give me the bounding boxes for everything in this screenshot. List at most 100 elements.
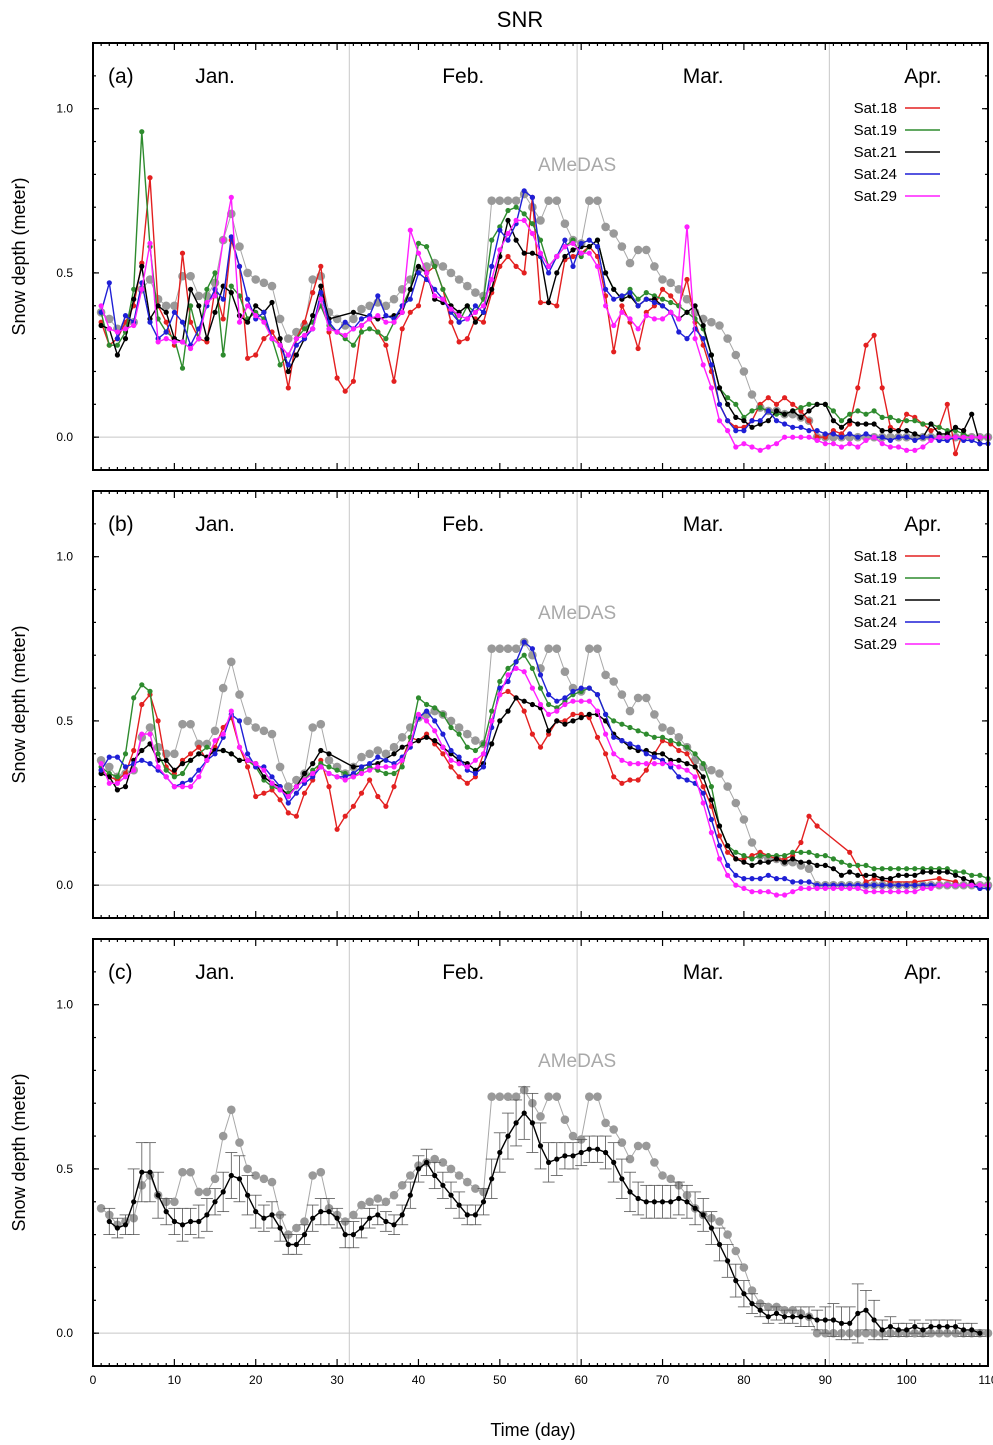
sat-18-point [635, 345, 641, 352]
sat-19-point [521, 652, 527, 658]
amedas-point [406, 1171, 415, 1180]
sat-29-point [643, 761, 649, 767]
sat-18-point [448, 319, 454, 325]
sat-29-point [594, 263, 601, 269]
sat-29-point [570, 240, 576, 246]
sat-21-point [887, 876, 894, 882]
sat-24-point [782, 421, 788, 427]
plot-frame [92, 42, 989, 471]
sat-24-point [725, 418, 731, 424]
amedas-point [666, 1174, 675, 1184]
amedas-point [471, 288, 480, 297]
amedas-point [186, 271, 195, 281]
sat-24-point [228, 234, 234, 240]
sat-19-point [643, 731, 649, 737]
amedas-point [275, 314, 285, 324]
sat-24-point [895, 434, 902, 440]
sat-21-point [879, 428, 885, 434]
sat-21-point [814, 401, 820, 407]
amedas-point [511, 196, 521, 205]
sat-18-point [285, 385, 291, 391]
sat-24-point [358, 764, 365, 770]
x-tick-label: 90 [819, 1373, 833, 1387]
sat-29-point [952, 882, 959, 888]
sat-19-point [961, 869, 967, 875]
sat-29-point [358, 770, 365, 777]
sat-29-point [269, 336, 275, 342]
sat-24-point [586, 237, 592, 243]
sat-18-point [456, 774, 462, 780]
amedas-point [454, 1171, 464, 1180]
sat-24-point [472, 770, 478, 777]
sat-21-point [806, 408, 812, 414]
sat-19-point [415, 240, 422, 246]
amedas-point [227, 657, 236, 667]
mean-point [952, 1324, 959, 1330]
sat-18-point [952, 451, 959, 457]
amedas-point [609, 1125, 618, 1134]
mean-point [708, 1225, 715, 1231]
legend-label: Sat.19 [854, 570, 897, 587]
amedas-point [463, 281, 472, 291]
sat-24-point [432, 718, 438, 724]
amedas-point [723, 334, 732, 343]
amedas-point [633, 1141, 643, 1151]
sat-18-point [814, 823, 820, 829]
sat-21-point [122, 336, 129, 342]
sat-21-point [586, 244, 592, 250]
amedas-point [642, 693, 651, 703]
sat-24-point [830, 431, 837, 437]
x-tick-label: 70 [656, 1373, 670, 1387]
sat-18-point [627, 777, 633, 783]
sat-29-point [269, 780, 275, 786]
sat-29-point [204, 299, 210, 306]
amedas-point [544, 644, 553, 653]
mean-point [171, 1218, 177, 1225]
sat-21-point [692, 303, 698, 309]
sat-21-point [700, 774, 706, 780]
sat-29-point [399, 309, 405, 315]
amedas-point [658, 1171, 667, 1180]
sat-24-point [651, 754, 658, 760]
sat-21-point [310, 761, 316, 767]
sat-21-point [773, 408, 780, 414]
amedas-point [585, 196, 594, 205]
amedas-point [633, 693, 643, 703]
mean-point [692, 1205, 698, 1211]
amedas-point [544, 1092, 553, 1101]
sat-19-point [782, 853, 788, 859]
sat-29-point [969, 882, 975, 888]
y-tick-label: 1.0 [56, 550, 73, 564]
amedas-point [397, 733, 407, 742]
sat-19-point [814, 853, 820, 859]
sat-29-point [838, 444, 845, 450]
sat-24-point [497, 227, 503, 233]
sat-19-point [424, 701, 430, 708]
mean-point [131, 1199, 137, 1205]
amedas-point [715, 1217, 724, 1226]
sat-21-point [114, 787, 120, 793]
sat-19-point [375, 329, 381, 335]
sat-24-point [895, 882, 902, 888]
sat-24-point [318, 290, 324, 296]
sat-29-point [155, 339, 161, 345]
sat-29-point [904, 889, 910, 895]
sat-24-point [619, 738, 625, 744]
sat-29-point [497, 247, 503, 253]
mean-point [871, 1317, 877, 1323]
sat-24-point [716, 401, 723, 407]
amedas-point [560, 667, 570, 676]
sat-19-point [529, 221, 536, 227]
sat-29-point [765, 889, 771, 895]
sat-18-point [131, 747, 137, 754]
amedas-point [243, 268, 252, 278]
amedas-point [633, 245, 643, 255]
sat-29-point [350, 326, 356, 332]
series-sat-29 [98, 665, 991, 898]
panel-1: 0.0 0.5 1.0 Jan. Feb. Mar. Apr. (a) Snow depth (… [9, 42, 993, 471]
sat-21-point [179, 761, 186, 767]
sat-18-point [261, 790, 267, 796]
sat-18-point [936, 876, 942, 882]
sat-18-point [358, 790, 365, 796]
sat-29-point [936, 882, 942, 888]
